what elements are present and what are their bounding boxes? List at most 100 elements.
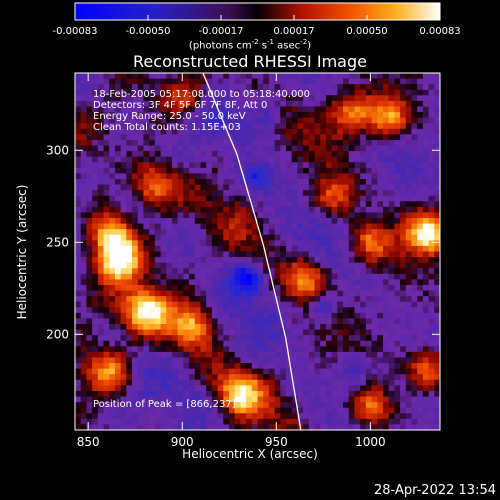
heatmap-cell	[434, 223, 441, 230]
heatmap-cell	[149, 245, 156, 252]
heatmap-cell	[160, 106, 167, 113]
heatmap-cell	[109, 396, 116, 403]
heatmap-cell	[303, 139, 310, 146]
heatmap-cell	[354, 112, 361, 119]
heatmap-cell	[325, 418, 333, 425]
heatmap-cell	[434, 335, 441, 342]
heatmap-cell	[325, 318, 333, 325]
heatmap-cell	[189, 368, 196, 375]
heatmap-cell	[320, 329, 327, 336]
heatmap-cell	[382, 100, 390, 107]
heatmap-cell	[228, 117, 236, 124]
heatmap-cell	[240, 134, 247, 141]
heatmap-cell	[114, 106, 122, 113]
colorbar-tick-label: 0.00083	[419, 26, 460, 36]
heatmap-cell	[371, 95, 378, 102]
heatmap-cell	[240, 128, 247, 135]
heatmap-cell	[308, 318, 315, 325]
heatmap-cell	[109, 128, 116, 135]
heatmap-cell	[360, 318, 367, 325]
heatmap-cell	[286, 346, 293, 353]
heatmap-cell	[103, 279, 110, 286]
heatmap-cell	[120, 89, 127, 96]
heatmap-cell	[126, 262, 133, 269]
heatmap-cell	[360, 368, 367, 375]
heatmap-cell	[217, 251, 224, 258]
heatmap-cell	[92, 379, 99, 386]
heatmap-cell	[382, 201, 390, 208]
heatmap-cell	[189, 195, 196, 202]
heatmap-cell	[251, 167, 258, 174]
peak-position-label: Position of Peak = [866,237]	[93, 399, 236, 410]
heatmap-cell	[75, 324, 82, 330]
heatmap-cell	[314, 139, 321, 146]
heatmap-cell	[183, 134, 190, 141]
heatmap-cell	[365, 301, 372, 308]
heatmap-cell	[171, 206, 179, 213]
heatmap-cell	[200, 201, 207, 208]
heatmap-cell	[405, 268, 412, 275]
heatmap-cell	[103, 139, 110, 146]
heatmap-cell	[183, 195, 190, 202]
heatmap-cell	[331, 340, 338, 347]
heatmap-cell	[114, 262, 122, 269]
heatmap-cell	[177, 234, 184, 241]
heatmap-cell	[405, 413, 412, 420]
heatmap-cell	[126, 379, 133, 386]
heatmap-cell	[86, 167, 93, 174]
heatmap-cell	[400, 245, 407, 252]
heatmap-cell	[286, 95, 293, 102]
heatmap-cell	[268, 413, 276, 420]
heatmap-cell	[365, 173, 372, 180]
heatmap-cell	[251, 251, 258, 258]
heatmap-cell	[434, 167, 441, 174]
heatmap-cell	[132, 284, 139, 291]
heatmap-cell	[171, 418, 179, 425]
heatmap-cell	[171, 312, 179, 319]
heatmap-cell	[354, 346, 361, 353]
heatmap-cell	[263, 346, 270, 353]
heatmap-cell	[183, 273, 190, 280]
heatmap-cell	[291, 218, 298, 225]
heatmap-cell	[388, 106, 395, 113]
heatmap-cell	[200, 279, 207, 286]
heatmap-cell	[428, 363, 435, 370]
heatmap-cell	[132, 195, 139, 202]
heatmap-cell	[143, 128, 150, 135]
heatmap-cell	[268, 335, 276, 342]
heatmap-cell	[286, 89, 293, 96]
heatmap-cell	[354, 273, 361, 280]
heatmap-cell	[183, 318, 190, 325]
heatmap-cell	[132, 123, 139, 130]
heatmap-cell	[246, 112, 253, 119]
heatmap-cell	[280, 357, 287, 364]
heatmap-cell	[92, 296, 99, 303]
heatmap-cell	[194, 424, 201, 431]
solar-limb-curve	[202, 72, 302, 431]
heatmap-cell	[348, 134, 355, 141]
heatmap-cell	[360, 284, 367, 291]
heatmap-cell	[223, 307, 230, 314]
heatmap-cell	[422, 262, 429, 269]
heatmap-cell	[388, 167, 395, 174]
heatmap-cell	[177, 128, 184, 135]
heatmap-cell	[246, 296, 253, 303]
heatmap-cell	[297, 363, 304, 370]
heatmap-cell	[297, 418, 304, 425]
heatmap-cell	[171, 195, 179, 202]
heatmap-cell	[217, 357, 224, 364]
heatmap-cell	[149, 262, 156, 269]
heatmap-cell	[274, 268, 281, 275]
heatmap-cell	[343, 89, 350, 96]
heatmap-cell	[183, 73, 190, 79]
heatmap-cell	[337, 223, 344, 230]
heatmap-cell	[234, 251, 241, 258]
heatmap-cell	[246, 151, 253, 158]
heatmap-cell	[211, 245, 218, 252]
heatmap-cell	[75, 162, 82, 169]
heatmap-cell	[417, 212, 424, 219]
heatmap-cell	[75, 184, 82, 191]
heatmap-cell	[297, 173, 304, 180]
heatmap-cell	[217, 413, 224, 420]
heatmap-cell	[280, 407, 287, 414]
